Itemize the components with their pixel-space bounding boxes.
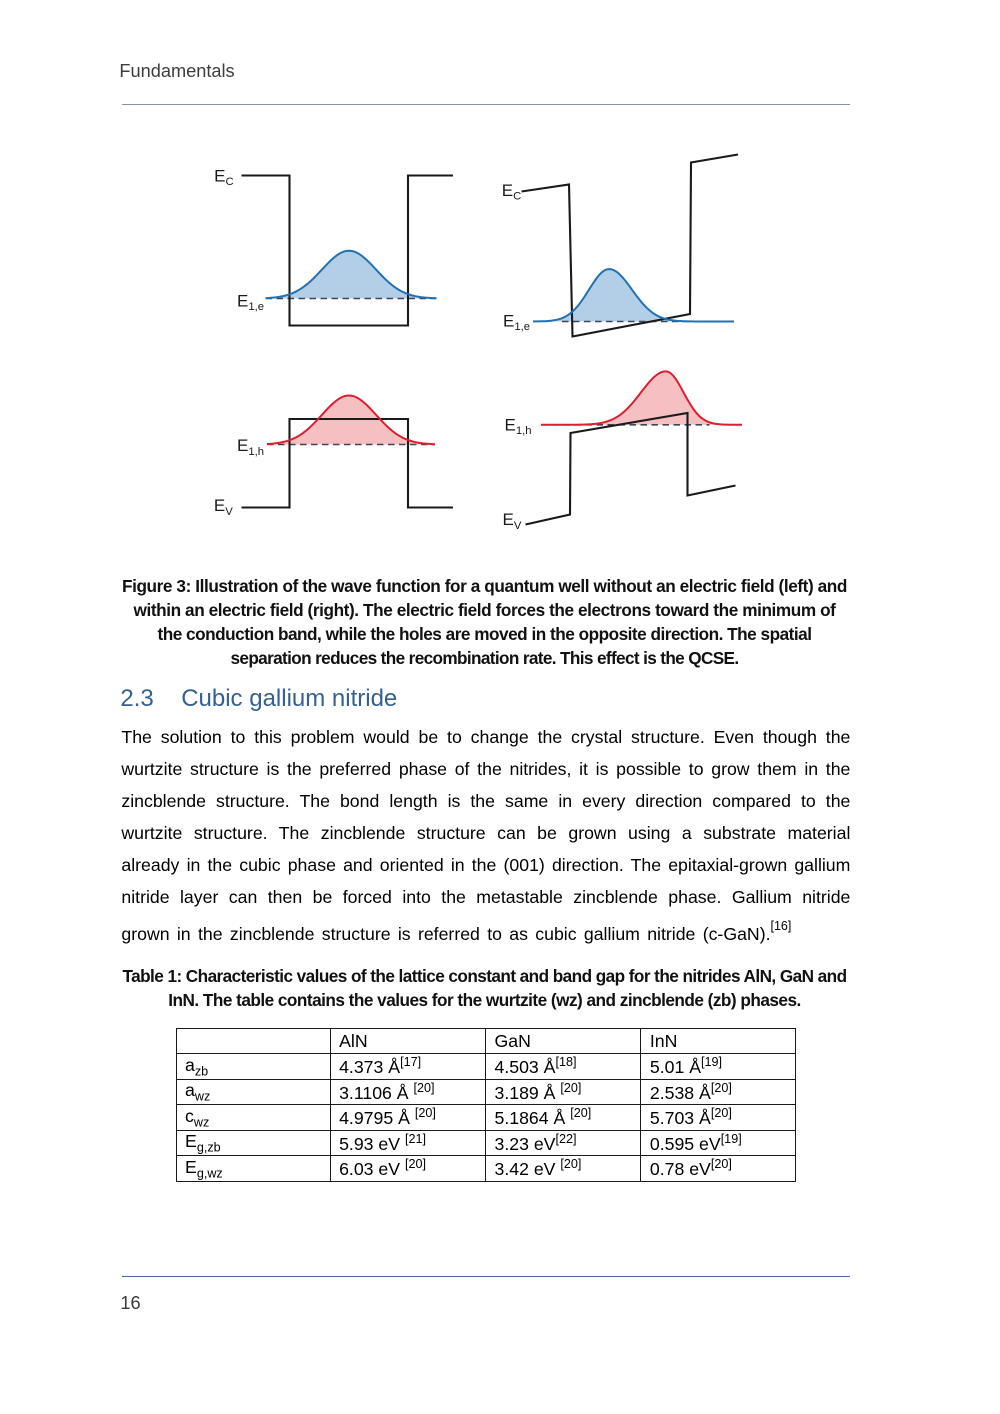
svg-text:E1,e: E1,e — [503, 311, 530, 333]
svg-text:EV: EV — [503, 510, 522, 532]
svg-text:EC: EC — [502, 181, 522, 203]
svg-text:E1,h: E1,h — [505, 415, 532, 437]
svg-text:E1,h: E1,h — [237, 436, 264, 458]
svg-text:E1,e: E1,e — [237, 291, 264, 313]
svg-text:EC: EC — [214, 166, 234, 188]
svg-text:EV: EV — [214, 496, 233, 518]
